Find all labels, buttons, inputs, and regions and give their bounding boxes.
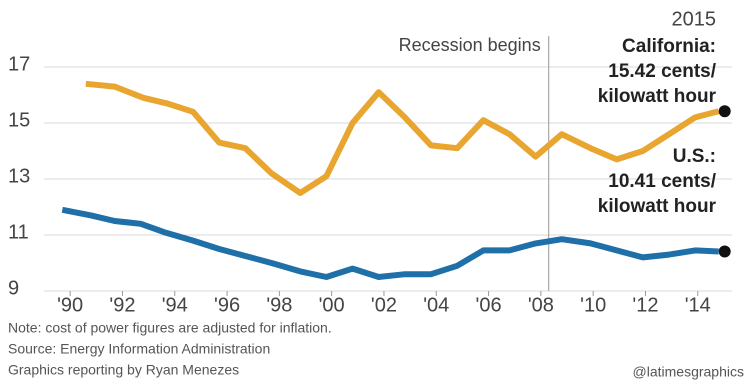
x-tick-label: '06 [476,294,502,316]
x-tick-label: '98 [266,294,292,316]
credit: @latimesgraphics [633,364,744,380]
x-tick-label: '10 [580,294,606,316]
recession-label: Recession begins [399,35,541,55]
x-tick-label: '90 [57,294,83,316]
x-tick-label: '14 [685,294,711,316]
end-label: kilowatt hour [598,86,717,107]
x-tick-label: '04 [423,294,449,316]
y-tick-label: 17 [8,53,30,75]
note: Note: cost of power figures are adjusted… [8,320,332,336]
end-dot [718,245,731,258]
year-label: 2015 [672,8,717,30]
x-tick-label: '12 [632,294,658,316]
x-tick-label: '00 [319,294,345,316]
x-tick-label: '92 [109,294,135,316]
x-tick-label: '08 [528,294,554,316]
x-tick-label: '96 [214,294,240,316]
end-dot [718,105,731,118]
x-tick-label: '94 [162,294,188,316]
end-label: 10.41 cents/ [608,171,716,192]
end-label: kilowatt hour [598,196,717,217]
note: Graphics reporting by Ryan Menezes [8,362,239,378]
x-tick-label: '02 [371,294,397,316]
y-tick-label: 11 [8,221,29,243]
series-line [85,80,720,196]
end-label: California: [622,36,716,57]
y-tick-label: 15 [8,109,30,131]
note: Source: Energy Information Administratio… [8,341,270,357]
series-line [61,206,719,280]
end-label: 15.42 cents/ [608,61,716,82]
y-tick-label: 13 [8,165,30,187]
end-label: U.S.: [673,146,716,167]
y-tick-label: 9 [8,277,19,299]
